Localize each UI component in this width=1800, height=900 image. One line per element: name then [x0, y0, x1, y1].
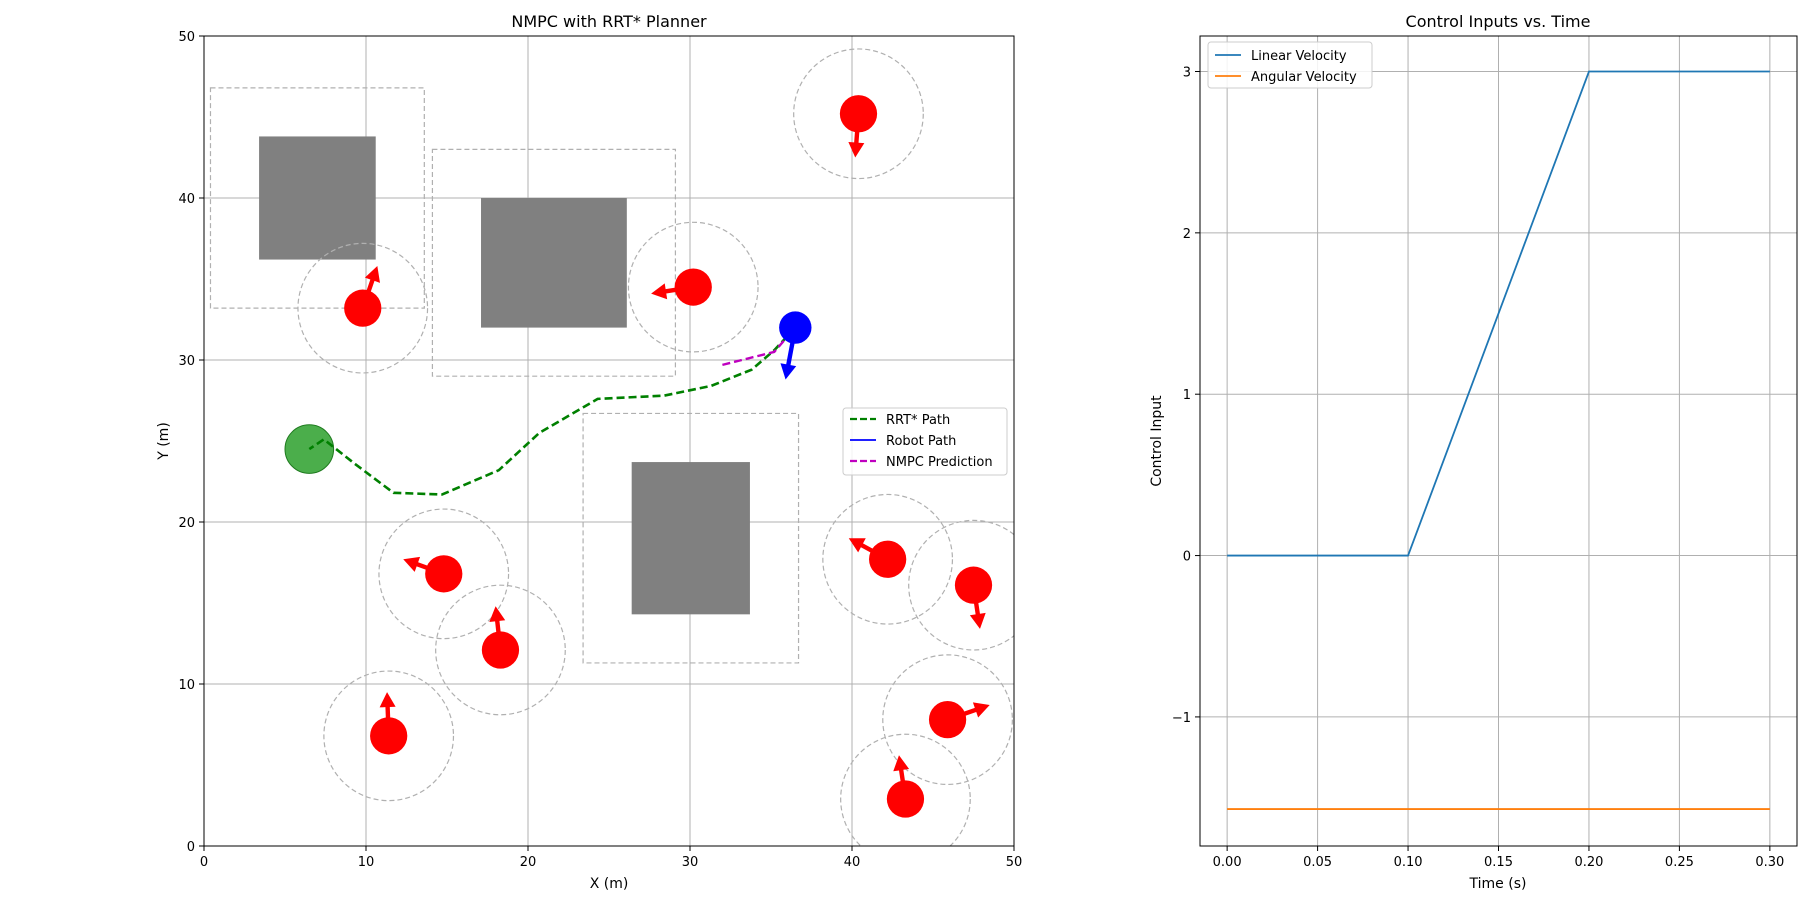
static-obstacles [209, 87, 800, 664]
obstacle-velocity-arrow [360, 266, 380, 309]
map-y-tick-label: 40 [178, 192, 195, 207]
obstacle-velocity-arrow [848, 113, 865, 158]
obstacle-velocity-arrow [651, 283, 694, 300]
control-legend-box [1207, 41, 1373, 89]
map-legend-box [842, 407, 1008, 476]
control-x-tick-label: 0.25 [1665, 855, 1694, 870]
control-legend: Linear Velocity Angular Velocity [1207, 41, 1373, 89]
obstacle-safety-circle [822, 493, 954, 625]
static-obstacle-margin [582, 412, 800, 664]
static-obstacle-margin [209, 87, 425, 309]
control-x-ticks: 0.00 0.05 0.10 0.15 0.20 0.25 0.30 [1213, 846, 1784, 870]
map-x-tick-label: 10 [358, 855, 375, 870]
map-title: NMPC with RRT* Planner [511, 12, 707, 31]
obstacle-velocity-arrow [969, 584, 986, 629]
map-x-tick-label: 0 [200, 855, 208, 870]
control-x-tick-label: 0.15 [1484, 855, 1513, 870]
moving-obstacles [344, 95, 993, 818]
rrt-path-line [308, 326, 797, 496]
control-x-tick-label: 0.30 [1755, 855, 1784, 870]
moving-obstacle [886, 780, 925, 818]
map-x-label: X (m) [590, 876, 629, 892]
obstacle-safety-circle [378, 508, 510, 640]
static-obstacle [481, 198, 627, 328]
control-title: Control Inputs vs. Time [1406, 12, 1591, 31]
obstacle-safety-circle [323, 670, 455, 802]
obstacle-velocity-arrow [848, 538, 889, 562]
control-x-tick-label: 0.20 [1574, 855, 1603, 870]
control-x-tick-label: 0.00 [1213, 855, 1242, 870]
obstacle-velocity-arrow [946, 702, 990, 722]
path-layer [308, 326, 797, 496]
map-y-tick-label: 30 [178, 354, 195, 369]
legend-label-nmpc-prediction: NMPC Prediction [886, 455, 993, 470]
map-y-ticks: 0 10 20 30 40 50 [178, 30, 204, 855]
legend-label-linear-velocity: Linear Velocity [1251, 49, 1347, 64]
legend-label-angular-velocity: Angular Velocity [1251, 70, 1357, 85]
linear-velocity-line [1227, 70, 1770, 557]
safety-circles [297, 48, 1014, 846]
legend-label-rrt-path: RRT* Path [886, 413, 950, 428]
obstacle-velocity-arrow [379, 692, 396, 736]
control-y-label: Control Input [1149, 395, 1165, 487]
moving-obstacle [425, 555, 463, 593]
nmpc-prediction-line [722, 326, 797, 367]
static-obstacle-margin [431, 148, 677, 377]
map-axes-frame [203, 35, 1015, 847]
control-x-tick-label: 0.10 [1394, 855, 1423, 870]
control-y-tick-label: 1 [1183, 388, 1191, 403]
obstacle-velocity-arrow [403, 556, 445, 576]
control-axes: 0.00 0.05 0.10 0.15 0.20 0.25 0.30 −1 0 1 2 3 Cont… [1149, 12, 1798, 892]
robot-heading-arrow [780, 327, 798, 380]
control-x-label: Time (s) [1469, 876, 1527, 892]
goal-marker [284, 424, 335, 474]
map-axes: 0 10 20 30 40 50 0 10 20 30 40 50 NMPC with RRT* P… [156, 12, 1022, 892]
obstacle-safety-circle [297, 242, 429, 374]
control-x-tick-label: 0.05 [1303, 855, 1332, 870]
control-y-tick-label: 2 [1183, 227, 1191, 242]
obstacle-safety-circle [882, 654, 1013, 786]
control-y-ticks: −1 0 1 2 3 [1172, 65, 1200, 726]
map-x-ticks: 0 10 20 30 40 50 [200, 846, 1022, 870]
map-x-tick-label: 30 [682, 855, 699, 870]
map-y-tick-label: 20 [178, 516, 195, 531]
moving-obstacle [869, 540, 907, 578]
map-x-tick-label: 40 [844, 855, 861, 870]
map-y-tick-label: 10 [178, 678, 195, 693]
control-y-tick-label: −1 [1172, 711, 1191, 726]
map-y-tick-label: 0 [187, 840, 195, 855]
map-x-tick-label: 20 [520, 855, 537, 870]
obstacle-safety-circle [627, 221, 759, 353]
moving-obstacle [370, 717, 408, 755]
map-y-tick-label: 50 [178, 30, 195, 45]
obstacle-safety-circle [435, 584, 566, 716]
map-legend: RRT* Path Robot Path NMPC Prediction [842, 407, 1008, 476]
goal-layer [284, 424, 335, 474]
control-y-tick-label: 0 [1183, 550, 1191, 565]
robot-marker [779, 311, 812, 344]
control-y-tick-label: 3 [1183, 65, 1191, 80]
robot-layer [779, 311, 812, 380]
obstacle-safety-circle [908, 519, 1014, 651]
obstacle-safety-circle [840, 733, 971, 846]
control-series [1227, 70, 1770, 810]
legend-label-robot-path: Robot Path [886, 434, 956, 449]
obstacle-velocity-arrow [489, 606, 506, 651]
obstacle-safety-circle [793, 48, 924, 180]
map-y-label: Y (m) [156, 422, 172, 461]
obstacle-velocity-arrow [893, 755, 910, 800]
static-obstacle [631, 462, 750, 615]
map-x-tick-label: 50 [1006, 855, 1023, 870]
static-obstacle [259, 136, 376, 260]
